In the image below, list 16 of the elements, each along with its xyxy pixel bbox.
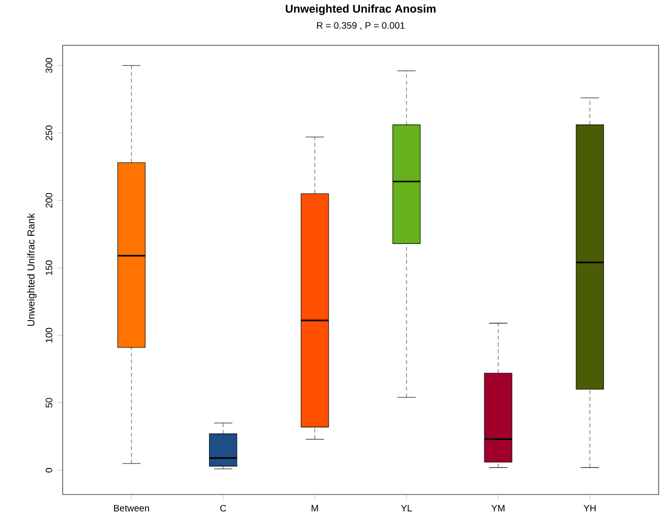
y-tick-label: 300 — [46, 58, 52, 73]
y-tick-label: 50 — [46, 398, 52, 408]
y-tick-label: 150 — [46, 260, 52, 275]
y-axis-title: Unweighted Unifrac Rank — [27, 213, 37, 326]
x-tick-label: M — [312, 504, 318, 512]
y-tick-label: 250 — [46, 125, 52, 140]
y-tick-label: 200 — [46, 192, 52, 208]
chart-subtitle: R = 0.359 , P = 0.001 — [317, 22, 405, 30]
x-tick-label: Between — [114, 504, 149, 512]
y-tick-label: 0 — [46, 468, 52, 472]
x-tick-label: C — [220, 504, 226, 512]
chart-title: Unweighted Unifrac Anosim — [286, 4, 436, 15]
x-tick-label: YL — [401, 504, 412, 512]
x-tick-label: YM — [491, 504, 504, 512]
x-tick-label: YH — [584, 504, 596, 512]
y-tick-label: 100 — [46, 328, 52, 342]
